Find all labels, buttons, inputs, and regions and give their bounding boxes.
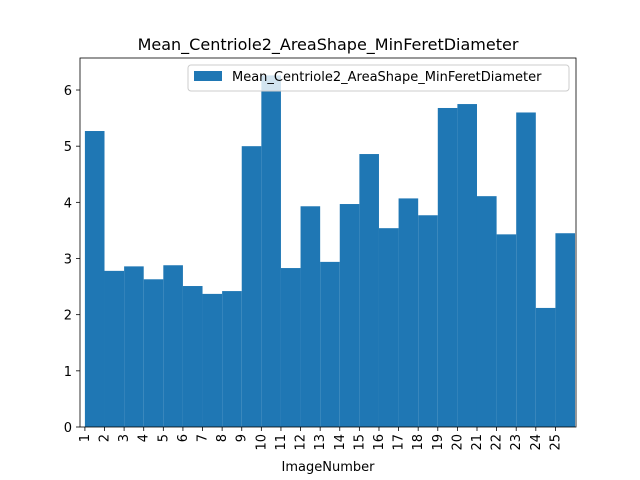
x-tick-label: 12: [294, 434, 309, 451]
x-tick-label: 17: [392, 434, 407, 451]
bar: [476, 196, 497, 427]
bar: [202, 293, 223, 427]
x-tick-label: 7: [196, 434, 211, 442]
bar: [104, 270, 125, 427]
x-tick-label: 24: [529, 434, 544, 451]
x-tick-label: 20: [450, 434, 465, 451]
bar: [437, 107, 458, 427]
x-axis-label: ImageNumber: [282, 460, 376, 475]
x-tick-label: 25: [548, 434, 563, 451]
y-tick-label: 6: [64, 84, 72, 99]
y-tick-label: 1: [64, 365, 72, 380]
x-tick-label: 19: [431, 434, 446, 451]
x-tick-label: 14: [333, 434, 348, 451]
x-tick-label: 5: [156, 434, 171, 442]
x-tick-label: 9: [235, 434, 250, 442]
y-tick-label: 3: [64, 253, 72, 268]
bar: [418, 215, 438, 427]
bar: [320, 261, 340, 427]
bar: [222, 291, 242, 427]
bar: [241, 146, 262, 427]
x-tick-label: 10: [254, 434, 269, 451]
axes-frame: [79, 57, 577, 428]
bar: [182, 286, 203, 427]
y-tick-label: 0: [64, 421, 72, 436]
bar: [378, 228, 399, 427]
x-tick-label: 16: [372, 434, 387, 451]
legend-box: [187, 64, 570, 92]
x-tick-label: 13: [313, 434, 328, 451]
bar: [84, 131, 105, 427]
legend-swatch: [194, 71, 222, 81]
x-tick-label: 1: [78, 434, 93, 442]
bar: [359, 154, 379, 428]
x-tick-label: 23: [509, 434, 524, 451]
y-tick-label: 5: [64, 140, 72, 155]
x-tick-label: 4: [137, 434, 152, 442]
bar: [280, 268, 301, 427]
chart-title: Mean_Centriole2_AreaShape_MinFeretDiamet…: [138, 35, 519, 55]
bar: [535, 307, 556, 427]
bar: [457, 104, 477, 427]
bar: [143, 279, 164, 427]
bar: [300, 206, 321, 427]
bar: [496, 234, 517, 427]
y-tick-label: 4: [64, 196, 72, 211]
x-tick-label: 6: [176, 434, 191, 442]
legend-label: Mean_Centriole2_AreaShape_MinFeretDiamet…: [232, 70, 542, 85]
x-tick-label: 22: [490, 434, 505, 451]
y-tick-label: 2: [64, 309, 72, 324]
x-tick-label: 11: [274, 434, 289, 451]
bar: [261, 75, 281, 428]
bar: [339, 204, 360, 427]
x-tick-label: 21: [470, 434, 485, 451]
bar: [124, 266, 144, 427]
x-tick-label: 3: [117, 434, 132, 442]
bar: [398, 198, 419, 427]
x-tick-label: 2: [98, 434, 113, 442]
x-tick-label: 18: [411, 434, 426, 451]
bar: [555, 233, 576, 427]
bar: [163, 265, 183, 427]
x-tick-label: 15: [352, 434, 367, 451]
bar: [516, 112, 536, 427]
x-tick-label: 8: [215, 434, 230, 442]
